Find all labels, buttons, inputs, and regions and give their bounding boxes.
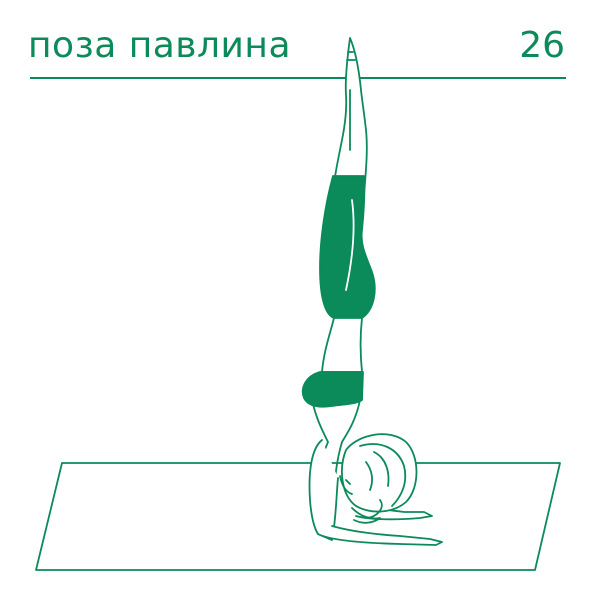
sports-top <box>301 371 364 408</box>
shorts <box>319 175 376 319</box>
upper-arms <box>311 399 361 533</box>
ponytail <box>351 507 381 524</box>
hair-strands <box>359 443 407 519</box>
page-title: поза павлина <box>28 25 292 66</box>
shorts-crease <box>345 199 355 291</box>
arm-outline <box>308 439 339 541</box>
toe <box>346 51 356 61</box>
yoga-mat <box>35 462 561 571</box>
face <box>339 475 353 495</box>
forearms <box>317 525 443 546</box>
page-number: 26 <box>519 25 565 66</box>
header-divider <box>30 77 566 79</box>
torso <box>321 317 363 373</box>
